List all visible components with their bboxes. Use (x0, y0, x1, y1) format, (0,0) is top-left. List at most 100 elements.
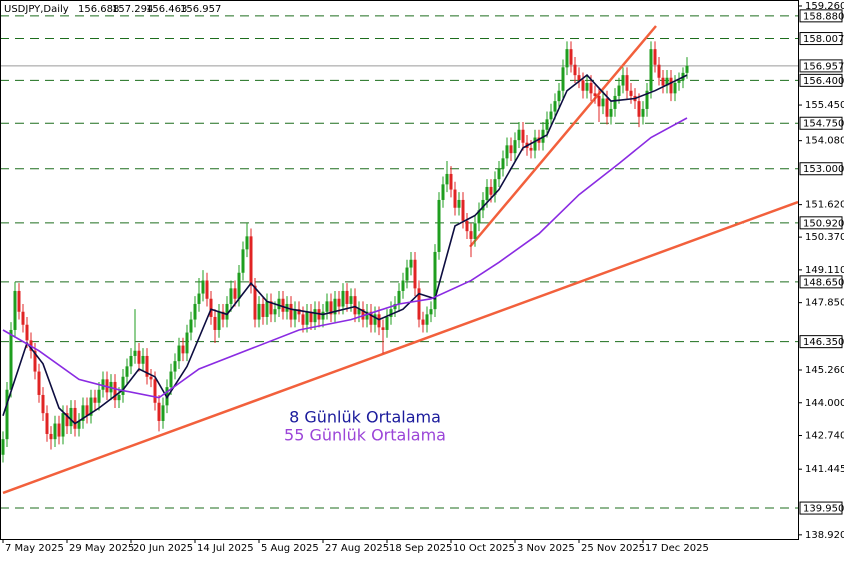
candle-body (397, 290, 401, 304)
level-label-box (799, 162, 843, 176)
ohlc-label: 157.294 (112, 4, 153, 15)
candle-body (65, 413, 69, 427)
candle-body (177, 345, 181, 362)
candle-body (221, 311, 225, 320)
level-label-box (799, 335, 843, 349)
candle-body (645, 90, 649, 109)
candle-body (629, 90, 633, 96)
candle-body (497, 168, 501, 180)
candle-body (601, 98, 605, 107)
legend-entry: 55 Günlük Ortalama (284, 426, 446, 445)
candle-body (129, 355, 133, 367)
candle-body (669, 77, 673, 94)
candle-body (581, 80, 585, 91)
candle-body (493, 179, 497, 195)
legend-entry: 8 Günlük Ortalama (289, 408, 441, 427)
candle-body (673, 82, 677, 94)
candle-body (361, 309, 365, 320)
candle-body (181, 345, 185, 354)
candle-body (261, 303, 265, 317)
y-tick-label: 142.740 (805, 431, 844, 442)
candle-body (225, 303, 229, 320)
candle-body (537, 137, 541, 143)
candle-body (297, 309, 301, 315)
level-label: 154.750 (803, 119, 844, 130)
level-label-box (799, 116, 843, 130)
candle-body (281, 298, 285, 312)
candle-body (489, 186, 493, 195)
candle-body (321, 311, 325, 320)
candle-body (309, 311, 313, 323)
candle-body (13, 290, 17, 330)
candle-body (193, 303, 197, 320)
candle-body (213, 316, 217, 330)
candle-body (141, 355, 145, 364)
candle-body (617, 85, 621, 96)
candle-body (265, 301, 269, 317)
candle-body (481, 199, 485, 211)
candle-body (125, 366, 129, 377)
candle-body (89, 397, 93, 416)
x-tick-label: 14 Jul 2025 (197, 543, 254, 554)
candle-body (533, 137, 537, 151)
symbol-label: USDJPY,Daily (4, 4, 69, 15)
candle-body (369, 311, 373, 325)
candle-body (465, 220, 469, 232)
candle-body (437, 199, 441, 252)
level-label-box (799, 9, 843, 23)
candle-body (277, 298, 281, 310)
level-label: 150.920 (803, 218, 844, 229)
level-label: 156.400 (803, 76, 844, 87)
candle-body (233, 288, 237, 299)
level-label: 146.350 (803, 337, 844, 348)
candle-body (205, 280, 209, 299)
current-price-box (799, 59, 843, 73)
candle-body (413, 259, 417, 289)
candle-body (613, 95, 617, 109)
candle-body (501, 158, 505, 169)
candle-body (657, 64, 661, 78)
candle-body (389, 309, 393, 317)
candle-body (173, 361, 177, 372)
candle-body (325, 301, 329, 312)
candle-body (549, 111, 553, 120)
candle-body (49, 433, 53, 440)
candle-body (553, 101, 557, 112)
candle-body (237, 272, 241, 299)
level-label-box (799, 275, 843, 289)
candle-body (249, 236, 253, 286)
candle-body (505, 145, 509, 159)
level-label: 158.880 (803, 11, 844, 22)
candle-body (405, 267, 409, 281)
candle-body (685, 65, 689, 73)
candle-body (373, 314, 377, 325)
candle-body (433, 251, 437, 310)
candle-body (417, 288, 421, 320)
candle-body (329, 301, 333, 315)
y-tick-label: 154.080 (805, 136, 844, 147)
candle-body (57, 423, 61, 437)
candle-body (229, 288, 233, 304)
y-tick-label: 147.850 (805, 298, 844, 309)
x-tick-label: 7 May 2025 (5, 543, 64, 554)
candle-body (661, 77, 665, 86)
candle-body (557, 90, 561, 102)
candle-body (521, 129, 525, 143)
candle-body (25, 324, 29, 341)
candle-body (273, 309, 277, 315)
candle-body (677, 80, 681, 83)
candle-body (253, 285, 257, 320)
candle-body (365, 311, 369, 320)
candle-body (61, 413, 65, 437)
y-tick-label: 138.920 (805, 530, 844, 541)
candle-body (565, 49, 569, 68)
candle-body (5, 389, 9, 440)
candle-body (81, 405, 85, 421)
candle-body (401, 280, 405, 291)
y-tick-label: 144.000 (805, 398, 844, 409)
candle-body (425, 314, 429, 325)
candle-body (393, 303, 397, 310)
candle-body (189, 319, 193, 333)
candle-body (1, 439, 5, 455)
